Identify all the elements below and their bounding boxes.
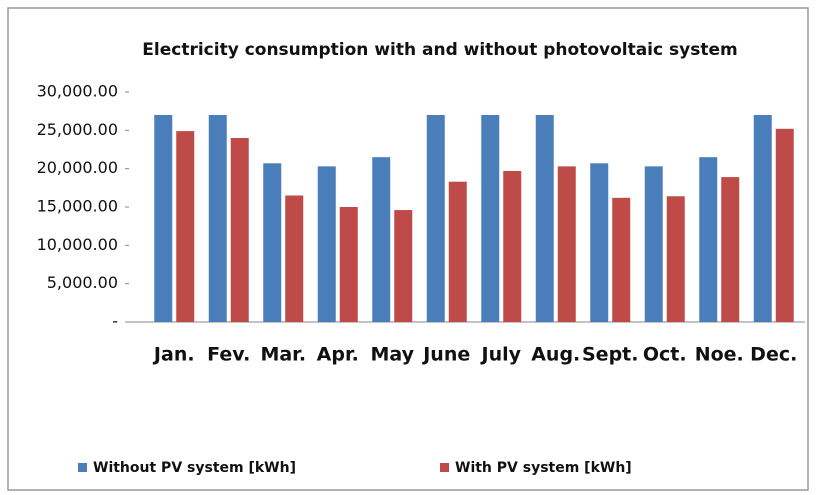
x-tick-label: Jan. xyxy=(152,344,195,366)
bar xyxy=(481,115,500,322)
y-tick-label: 30,000.00 xyxy=(37,82,118,101)
bar xyxy=(176,131,195,322)
bar xyxy=(612,197,631,322)
y-tick-label: 25,000.00 xyxy=(37,120,118,139)
bar xyxy=(208,115,227,322)
y-tick-label: 20,000.00 xyxy=(37,158,118,177)
chart-title: Electricity consumption with and without… xyxy=(142,40,737,60)
bar xyxy=(590,163,609,322)
y-tick-label: 10,000.00 xyxy=(37,235,118,254)
bar xyxy=(230,138,249,322)
bar xyxy=(666,196,685,322)
bar xyxy=(557,166,576,322)
bar xyxy=(394,210,413,322)
bar xyxy=(753,115,772,322)
bar xyxy=(426,115,445,322)
bar xyxy=(372,157,391,322)
x-tick-label: Oct. xyxy=(643,344,687,366)
legend-swatch xyxy=(440,463,449,472)
bar xyxy=(503,170,522,322)
bar xyxy=(263,163,282,322)
x-tick-label: Sept. xyxy=(582,344,638,366)
bar xyxy=(339,207,358,322)
y-tick-label: - xyxy=(112,312,118,331)
bar xyxy=(448,181,467,322)
legend-swatch xyxy=(78,463,87,472)
x-tick-label: July xyxy=(480,344,522,366)
bar xyxy=(721,177,740,322)
x-tick-label: Noe. xyxy=(695,344,744,366)
legend-label: With PV system [kWh] xyxy=(455,460,632,476)
x-tick-label: Fev. xyxy=(207,344,250,366)
bar xyxy=(644,166,663,322)
bar xyxy=(154,115,173,322)
x-tick-label: June xyxy=(421,344,470,366)
bar xyxy=(775,128,794,322)
y-tick-label: 15,000.00 xyxy=(37,197,118,216)
y-tick-label: 5,000.00 xyxy=(47,273,118,292)
x-tick-label: Aug. xyxy=(531,344,580,366)
x-tick-label: Dec. xyxy=(750,344,797,366)
bar xyxy=(285,195,304,322)
bar xyxy=(699,157,718,322)
bar xyxy=(317,166,336,322)
x-tick-label: Apr. xyxy=(317,344,359,366)
legend-label: Without PV system [kWh] xyxy=(93,460,296,476)
bar xyxy=(535,115,554,322)
x-tick-label: May xyxy=(370,344,414,366)
x-tick-label: Mar. xyxy=(260,344,306,366)
